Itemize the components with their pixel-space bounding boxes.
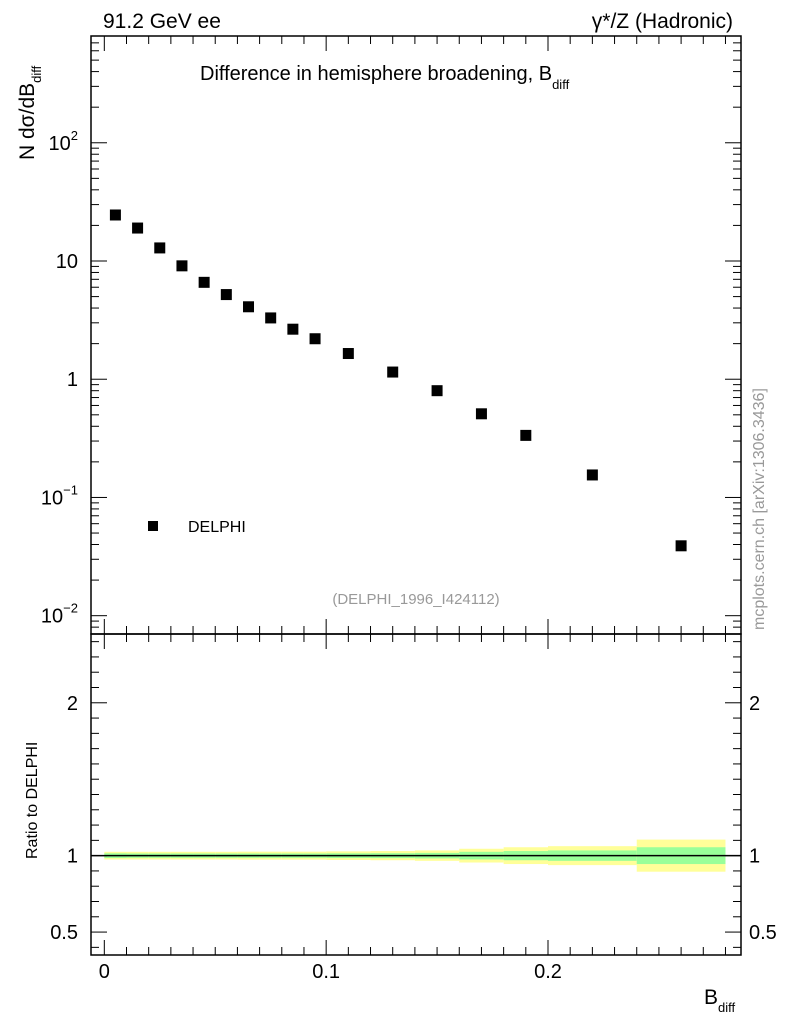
main-y-tick-label-4: 102	[49, 128, 78, 155]
main-y-tick-label-base: 10	[41, 606, 63, 628]
main-y-tick-label-base: 10	[49, 133, 71, 155]
main-y-axis-label-sub: diff	[29, 65, 44, 82]
plot-title-sub: diff	[552, 77, 569, 92]
data-point	[198, 276, 210, 288]
plot-title: Difference in hemisphere broadening, Bdi…	[200, 63, 570, 92]
x-axis-label: Bdiff	[704, 986, 736, 1015]
legend-marker-delphi	[148, 521, 158, 531]
data-point	[475, 408, 487, 420]
main-plot-frame	[90, 35, 742, 635]
main-y-tick-label-1: 10−1	[41, 482, 78, 509]
main-y-tick-label-base: 10	[56, 251, 78, 273]
main-y-tick-label-exponent: −2	[63, 601, 78, 616]
data-point	[342, 348, 354, 360]
header-process-label: γ*/Z (Hadronic)	[592, 10, 733, 33]
main-y-tick-label-exponent: −1	[63, 482, 78, 497]
ratio-y-tick-label-right-2: 2	[749, 693, 760, 715]
ratio-y-tick-label-right-0: 0.5	[749, 922, 777, 944]
plot-title-main: Difference in hemisphere broadening, B	[200, 63, 552, 85]
data-point	[176, 260, 188, 272]
ratio-y-tick-label-left-0: 0.5	[50, 922, 78, 944]
legend-label-delphi: DELPHI	[188, 519, 246, 536]
main-y-tick-label-2: 1	[67, 369, 78, 391]
data-point	[586, 469, 598, 481]
main-y-tick-label-0: 10−2	[41, 601, 78, 628]
ratio-y-tick-label-right-1: 1	[749, 846, 760, 868]
ratio-y-tick-label-left-1: 1	[67, 846, 78, 868]
data-point	[287, 323, 299, 335]
data-point	[109, 209, 121, 221]
main-y-tick-label-exponent: 2	[71, 128, 78, 143]
ratio-plot-frame	[90, 633, 742, 956]
main-y-axis-label-main: N dσ/dB	[16, 83, 39, 160]
x-axis-label-sub: diff	[718, 1000, 735, 1015]
ratio-y-axis-label: Ratio to DELPHI	[24, 742, 41, 859]
data-point	[309, 333, 321, 345]
data-point	[431, 385, 443, 397]
data-point	[265, 312, 277, 324]
main-y-tick-label-base: 10	[41, 487, 63, 509]
data-point	[243, 301, 255, 313]
data-point	[154, 242, 166, 254]
data-point	[220, 289, 232, 301]
x-axis-label-main: B	[704, 986, 718, 1009]
x-tick-label-2: 0.2	[534, 961, 562, 983]
data-point	[675, 540, 687, 552]
header-energy-label: 91.2 GeV ee	[103, 10, 221, 33]
ratio-y-tick-label-left-2: 2	[67, 693, 78, 715]
x-tick-label-1: 0.1	[312, 961, 340, 983]
data-point	[387, 366, 399, 378]
main-y-axis-label: N dσ/dBdiff	[16, 65, 44, 160]
main-y-tick-label-base: 1	[67, 369, 78, 391]
source-watermark: mcplots.cern.ch [arXiv:1306.3436]	[751, 388, 768, 630]
analysis-id-label: (DELPHI_1996_I424112)	[332, 591, 499, 608]
main-y-tick-label-3: 10	[56, 251, 78, 273]
data-point	[132, 222, 144, 234]
x-tick-label-0: 0	[99, 961, 110, 983]
data-point	[520, 429, 532, 441]
